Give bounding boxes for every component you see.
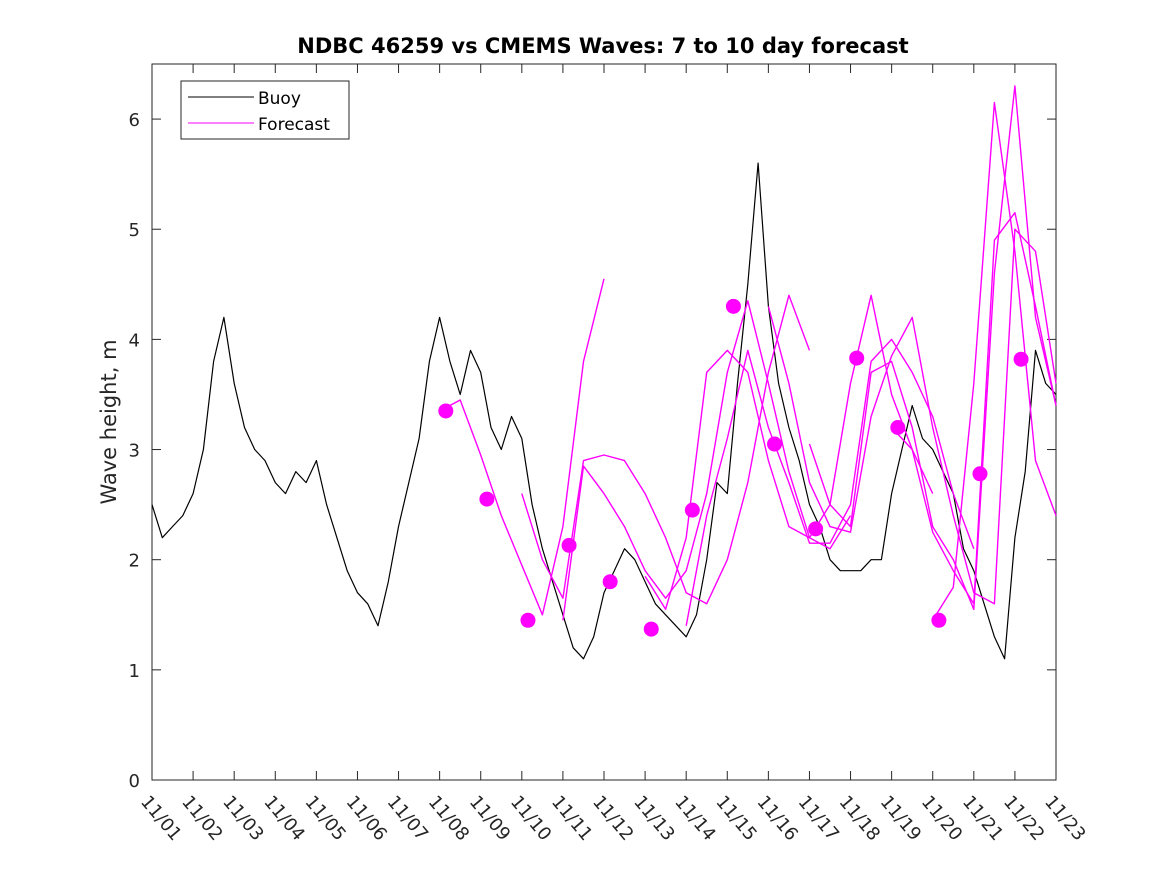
x-tick-label: 11/22: [999, 792, 1048, 845]
x-tick-label: 11/02: [177, 792, 226, 845]
x-tick-label: 11/04: [259, 792, 308, 845]
forecast-marker: [438, 403, 454, 419]
forecast-marker: [479, 491, 495, 507]
x-tick-label: 11/03: [218, 792, 267, 845]
forecast-marker: [972, 466, 988, 482]
x-tick-label: 11/15: [711, 792, 760, 845]
x-tick-label: 11/11: [547, 792, 596, 845]
legend-label-forecast: Forecast: [258, 115, 330, 135]
forecast-marker: [808, 521, 824, 537]
forecast-marker: [561, 537, 577, 553]
y-tick-label: 6: [129, 110, 140, 131]
forecast-marker: [767, 436, 783, 452]
x-tick-label: 11/19: [876, 792, 925, 845]
chart-title: NDBC 46259 vs CMEMS Waves: 7 to 10 day f…: [297, 34, 908, 58]
y-tick-label: 2: [129, 551, 140, 572]
x-tick-label: 11/20: [917, 792, 966, 845]
series-line-forecast-5: [685, 338, 975, 626]
x-tick-label: 11/09: [465, 792, 514, 845]
series-line-buoy: [151, 162, 1057, 660]
x-tick-label: 11/06: [342, 792, 391, 845]
x-tick-label: 11/13: [629, 792, 678, 845]
series-line-forecast-8: [891, 211, 1057, 605]
x-tick-label: 11/16: [753, 792, 802, 845]
series-line-forecast-7: [808, 85, 1057, 610]
x-tick-label: 11/12: [588, 792, 637, 845]
marker-layer: [438, 298, 1029, 637]
x-tick-label: 11/05: [301, 792, 350, 845]
series-layer: [151, 85, 1057, 660]
forecast-marker: [890, 420, 906, 436]
y-tick-label: 1: [129, 661, 140, 682]
x-tick-label: 11/17: [794, 792, 843, 845]
legend-box: [180, 80, 350, 140]
x-tick-label: 11/18: [835, 792, 884, 845]
forecast-marker: [849, 350, 865, 366]
forecast-marker: [684, 502, 700, 518]
forecast-marker: [725, 298, 741, 314]
y-tick-label: 0: [129, 771, 140, 792]
series-line-forecast-4: [644, 294, 934, 610]
x-tick-label: 11/01: [136, 792, 185, 845]
forecast-marker: [520, 612, 536, 628]
x-tick-label: 11/14: [670, 792, 719, 845]
x-tick-label: 11/07: [383, 792, 432, 845]
y-axis-label: Wave height, m: [97, 339, 121, 504]
forecast-marker: [931, 612, 947, 628]
series-line-forecast-9: [932, 101, 1057, 621]
plot-area: [151, 63, 1057, 781]
legend: Buoy Forecast: [180, 80, 350, 140]
legend-label-buoy: Buoy: [258, 89, 301, 109]
series-line-forecast-6: [767, 228, 1057, 605]
series-line-forecast-3: [562, 300, 852, 621]
forecast-marker: [1013, 351, 1029, 367]
x-tick-label: 11/08: [424, 792, 473, 845]
y-tick-label: 4: [129, 330, 140, 351]
y-tick-label: 5: [129, 220, 140, 241]
x-tick-label: 11/21: [958, 792, 1007, 845]
y-tick-label: 3: [129, 441, 140, 462]
x-tick-label: 11/10: [506, 792, 555, 845]
forecast-marker: [643, 621, 659, 637]
x-tick-label: 11/23: [1040, 792, 1089, 845]
series-line-forecast-1: [439, 278, 605, 616]
forecast-marker: [602, 574, 618, 590]
